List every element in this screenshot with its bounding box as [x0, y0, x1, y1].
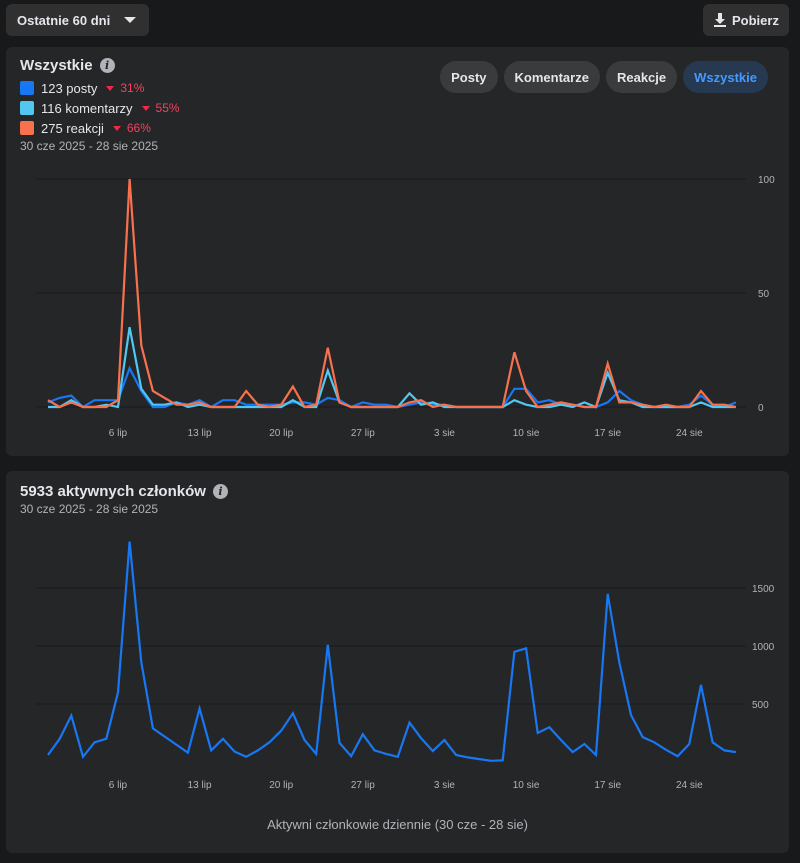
y-tick-label: 1500 [752, 584, 775, 595]
series-line-aktywni-członkowie [47, 541, 737, 762]
series-line-posty [47, 365, 737, 409]
chevron-down-icon [124, 17, 136, 23]
download-label: Pobierz [732, 12, 779, 28]
engagement-title-text: Wszystkie [20, 57, 93, 74]
engagement-legend: 123 posty 31% 116 komentarzy 55% 275 rea… [20, 78, 180, 138]
legend-swatch-posts [20, 81, 34, 95]
legend-change: 66% [126, 121, 151, 135]
x-tick-label: 10 sie [513, 428, 540, 439]
x-tick-label: 20 lip [269, 780, 293, 791]
members-date-range: 30 cze 2025 - 28 sie 2025 [20, 502, 159, 516]
x-tick-label: 6 lip [109, 428, 128, 439]
y-tick-label: 500 [752, 700, 769, 711]
legend-change: 31% [120, 81, 145, 95]
x-tick-label: 13 lip [188, 428, 212, 439]
x-tick-label: 24 sie [676, 780, 703, 791]
members-title-text: 5933 aktywnych członków [20, 483, 206, 500]
legend-label: 123 posty [41, 80, 98, 96]
filter-all[interactable]: Wszystkie [683, 61, 768, 93]
y-tick-label: 50 [758, 289, 770, 300]
engagement-title: Wszystkie i [20, 57, 115, 74]
trend-down-icon [141, 105, 150, 111]
members-chart-caption: Aktywni członkowie dziennie (30 cze - 28… [267, 817, 528, 832]
y-tick-label: 1000 [752, 642, 775, 653]
trend-down-icon [112, 125, 121, 131]
legend-item-reactions: 275 reakcji 66% [20, 118, 180, 138]
x-tick-label: 24 sie [676, 428, 703, 439]
legend-label: 275 reakcji [41, 120, 104, 136]
legend-label: 116 komentarzy [41, 100, 133, 116]
legend-swatch-reactions [20, 121, 34, 135]
series-line-reakcje [47, 178, 737, 409]
legend-item-comments: 116 komentarzy 55% [20, 98, 180, 118]
x-tick-label: 3 sie [434, 780, 456, 791]
engagement-card: Wszystkie i 123 posty 31% 116 komentarzy… [6, 47, 789, 456]
legend-change: 55% [155, 101, 180, 115]
x-tick-label: 27 lip [351, 780, 375, 791]
y-tick-label: 100 [758, 175, 775, 186]
date-range-dropdown[interactable]: Ostatnie 60 dni [6, 4, 149, 36]
x-tick-label: 10 sie [513, 780, 540, 791]
x-tick-label: 6 lip [109, 780, 128, 791]
filter-posts[interactable]: Posty [440, 61, 498, 93]
x-tick-label: 27 lip [351, 428, 375, 439]
toolbar: Ostatnie 60 dni Pobierz [0, 0, 800, 44]
members-card: 5933 aktywnych członków i 30 cze 2025 - … [6, 471, 789, 853]
download-button[interactable]: Pobierz [703, 4, 789, 36]
engagement-filters: Posty Komentarze Reakcje Wszystkie [440, 61, 768, 93]
x-tick-label: 20 lip [269, 428, 293, 439]
series-line-komentarze [48, 326, 736, 409]
info-icon[interactable]: i [99, 58, 115, 73]
date-range-label: Ostatnie 60 dni [17, 12, 111, 28]
members-title: 5933 aktywnych członków i [20, 483, 228, 500]
engagement-chart: 0 50 100 6 lip 13 lip 20 lip 27 lip 3 sie 10 sie… [36, 175, 775, 439]
filter-comments[interactable]: Komentarze [503, 61, 600, 93]
x-tick-label: 3 sie [434, 428, 456, 439]
x-tick-label: 13 lip [188, 780, 212, 791]
trend-down-icon [106, 85, 115, 91]
x-tick-label: 17 sie [594, 428, 621, 439]
info-icon[interactable]: i [212, 484, 228, 499]
filter-reactions[interactable]: Reakcje [605, 61, 678, 93]
y-tick-label: 0 [758, 403, 764, 414]
engagement-date-range: 30 cze 2025 - 28 sie 2025 [20, 139, 159, 153]
x-tick-label: 17 sie [594, 780, 621, 791]
legend-item-posts: 123 posty 31% [20, 78, 180, 98]
legend-swatch-comments [20, 101, 34, 115]
members-chart: 500 1000 1500 6 lip 13 lip 20 lip 27 lip 3 sie 1… [36, 541, 775, 791]
download-icon [714, 13, 726, 27]
